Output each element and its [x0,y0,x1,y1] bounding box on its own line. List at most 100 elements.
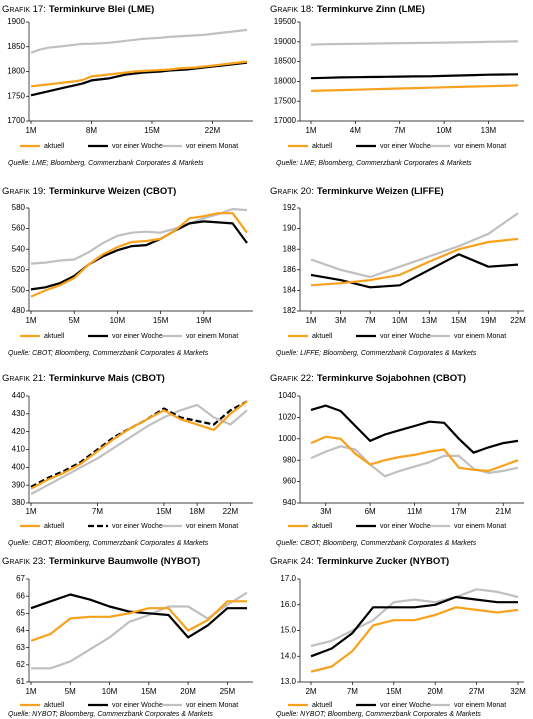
series-line [310,40,519,46]
x-tick-label: 27M [469,687,485,696]
chart-label: Grafik 23: [2,556,46,567]
y-tick-label: 540 [12,244,26,253]
x-tick-label: 11M [407,507,422,516]
legend-label: vor einem Monat [454,333,506,340]
x-tick-label: 5M [69,316,80,325]
source-note: Quelle: CBOT; Bloomberg, Commerzbank Cor… [276,540,477,547]
series-line [310,253,519,289]
legend-label: aktuell [44,523,65,530]
source-note: Quelle: LME; Bloomberg, Commerzbank Corp… [276,160,472,167]
x-tick-label: 32M [510,687,526,696]
x-tick-label: 22M [510,316,526,325]
chart-title: Grafik 22: Terminkurve Sojabohnen (CBOT) [270,373,466,384]
legend-label: aktuell [44,143,65,150]
legend-label: aktuell [312,333,333,340]
chart-label: Grafik 22: [270,373,314,384]
y-tick-label: 430 [12,409,26,418]
series-line [310,404,519,454]
source-note: Quelle: CBOT; Bloomberg, Commerzbank Cor… [8,540,209,547]
y-tick-label: 19000 [274,37,297,46]
series-line [31,591,248,670]
series-line [30,28,248,54]
x-tick-label: 17M [451,507,467,516]
x-tick-label: 7M [365,316,376,325]
y-tick-label: 380 [12,498,26,507]
series-line [30,593,247,639]
series-line [30,400,248,490]
y-tick-label: 960 [283,477,297,486]
y-tick-label: 580 [12,203,26,212]
legend-label: vor einer Woche [112,333,163,340]
chart-label: Grafik 17: [2,4,46,15]
y-tick-label: 19500 [274,17,297,26]
y-tick-label: 62 [16,660,25,669]
x-tick-label: 4M [350,126,361,135]
x-tick-label: 1M [25,687,36,696]
series-line [30,400,248,488]
series-line [30,61,248,97]
y-tick-label: 1020 [278,413,296,422]
x-tick-label: 5M [65,687,76,696]
x-tick-label: 2M [305,687,316,696]
y-tick-label: 16.0 [280,600,296,609]
series-line [30,403,248,496]
y-tick-label: 61 [16,677,25,686]
y-tick-label: 17500 [274,96,297,105]
y-tick-label: 410 [12,445,26,454]
y-tick-label: 190 [283,224,297,233]
y-tick-label: 500 [12,286,26,295]
y-tick-label: 390 [12,480,26,489]
y-tick-label: 182 [283,306,297,315]
y-tick-label: 17000 [274,116,297,125]
chart-label: Grafik 18: [270,4,314,15]
chart-title-text: Terminkurve Zucker (NYBOT) [317,556,449,567]
legend-label: vor einer Woche [380,523,431,530]
series-line [310,212,519,279]
chart-label: Grafik 21: [2,373,46,384]
y-tick-label: 940 [283,498,297,507]
x-tick-label: 21M [495,507,511,516]
x-tick-label: 15M [156,507,172,516]
y-tick-label: 1800 [7,67,25,76]
legend-label: vor einem Monat [186,333,238,340]
chart-title-text: Terminkurve Sojabohnen (CBOT) [317,373,466,384]
y-tick-label: 1900 [7,17,25,26]
legend-label: vor einem Monat [186,702,238,709]
x-tick-label: 1M [305,126,316,135]
x-tick-label: 22M [223,507,239,516]
chart-title-text: Terminkurve Baumwolle (NYBOT) [49,556,200,567]
legend-label: vor einem Monat [454,143,506,150]
chart-title-text: Terminkurve Weizen (CBOT) [49,186,176,197]
x-tick-label: 13M [422,316,438,325]
legend-label: vor einem Monat [186,143,238,150]
chart-label: Grafik 20: [270,186,314,197]
x-tick-label: 19M [481,316,497,325]
y-tick-label: 1850 [7,42,25,51]
chart-title: Grafik 17: Terminkurve Blei (LME) [2,4,154,15]
y-tick-label: 63 [16,643,25,652]
legend-label: vor einem Monat [454,702,506,709]
x-tick-label: 1M [305,316,316,325]
series-line [30,212,248,298]
x-tick-label: 15M [153,316,169,325]
legend-label: vor einer Woche [112,523,163,530]
series-line [30,60,248,88]
chart-title: Grafik 24: Terminkurve Zucker (NYBOT) [270,556,449,567]
series-line [30,207,248,265]
x-tick-label: 7M [394,126,405,135]
legend-label: aktuell [312,702,333,709]
y-tick-label: 66 [16,591,25,600]
y-tick-label: 188 [283,244,297,253]
chart-title: Grafik 21: Terminkurve Mais (CBOT) [2,373,165,384]
y-tick-label: 192 [283,203,297,212]
x-tick-label: 7M [347,687,358,696]
x-tick-label: 25M [220,687,236,696]
source-note: Quelle: NYBOT; Bloomberg, Commerzbank Co… [276,711,481,718]
y-tick-label: 67 [16,574,25,583]
x-tick-label: 20M [427,687,443,696]
y-tick-label: 1750 [7,91,25,100]
x-tick-label: 1M [25,316,36,325]
x-tick-label: 15M [386,687,402,696]
x-tick-label: 7M [92,507,103,516]
